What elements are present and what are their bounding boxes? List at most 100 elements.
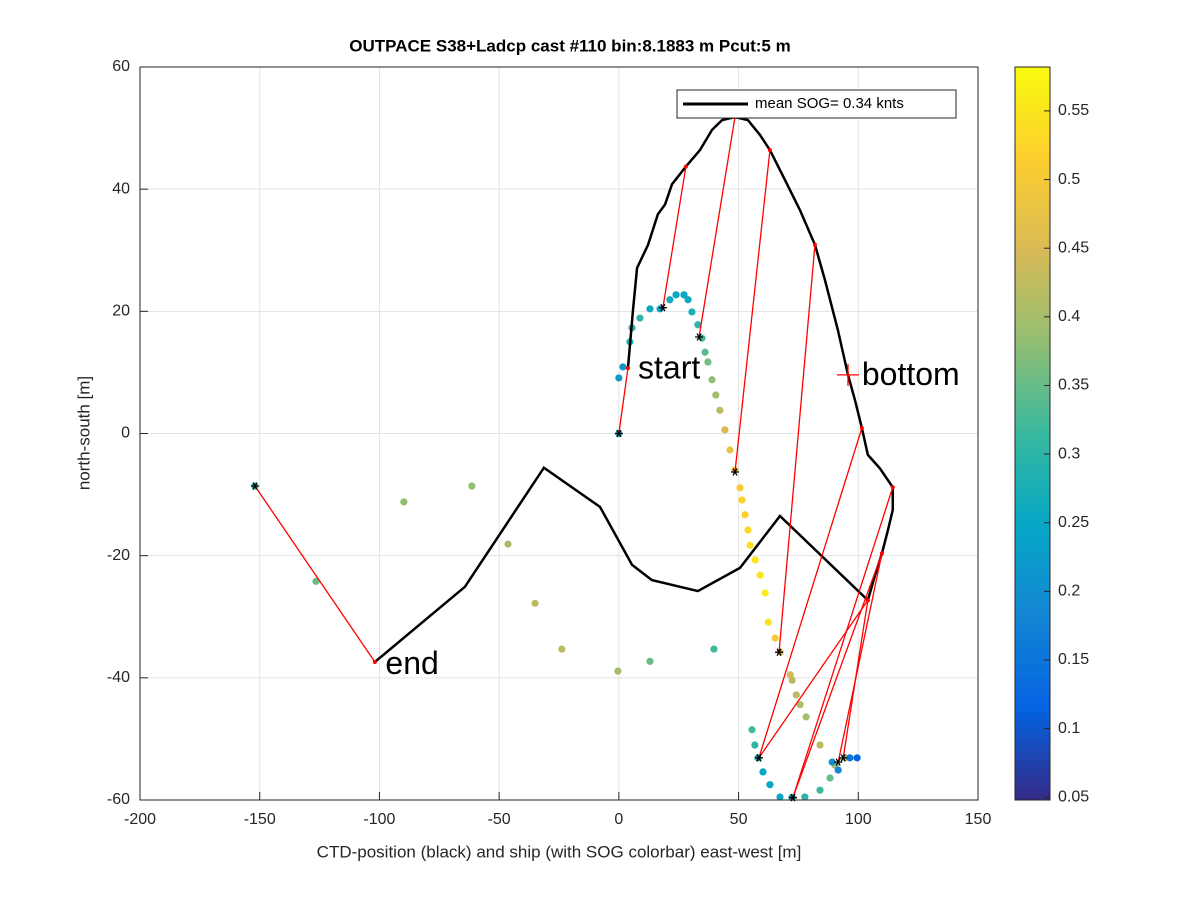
ship-point [816, 741, 824, 749]
ship-point [766, 781, 774, 789]
y-tick-label: 40 [112, 180, 130, 197]
ship-point [619, 363, 627, 371]
ship-point [738, 496, 746, 504]
ship-point [736, 484, 744, 492]
ship-point [531, 599, 539, 607]
ship-point [802, 713, 810, 721]
ship-point [828, 758, 836, 766]
ship-point [776, 793, 784, 801]
x-tick-label: 0 [614, 811, 623, 828]
ship-point [746, 541, 754, 549]
ship-point [771, 634, 779, 642]
ship-point [853, 754, 861, 762]
link-line [618, 368, 629, 434]
y-tick-label: 20 [112, 303, 130, 320]
x-tick-label: 150 [965, 811, 992, 828]
ship-point [801, 793, 809, 801]
colorbar [1014, 66, 1051, 801]
colorbar-tick-label: 0.45 [1058, 239, 1089, 256]
ship-point [764, 618, 772, 626]
colorbar-tick-label: 0.4 [1058, 308, 1080, 325]
ctd-point [767, 148, 772, 153]
ship-point [744, 526, 752, 534]
ship-point [748, 726, 756, 734]
colorbar-tick-label: 0.3 [1058, 445, 1080, 462]
colorbar-tick-label: 0.5 [1058, 171, 1080, 188]
ship-star [834, 758, 843, 766]
y-tick-label: -40 [107, 669, 130, 686]
ship-point [680, 291, 688, 299]
axes-box [139, 66, 979, 801]
ship-star [250, 482, 259, 490]
ship-point [834, 766, 842, 774]
ship-point [646, 305, 654, 313]
link-line [758, 599, 869, 759]
ship-star [839, 754, 848, 762]
ctd-point [865, 598, 870, 603]
ship-point [646, 657, 654, 665]
ship-star [695, 333, 704, 341]
ship-point [312, 577, 320, 585]
ship-point [816, 786, 824, 794]
link-line [792, 553, 883, 798]
ship-point [710, 645, 718, 653]
ship-point [751, 556, 759, 564]
ship-point [468, 482, 476, 490]
ship-point [751, 741, 759, 749]
x-tick-label: -150 [244, 811, 276, 828]
ship-point [558, 645, 566, 653]
ship-point [846, 754, 854, 762]
ship-point [684, 296, 692, 304]
ctd-point [859, 426, 864, 431]
annotation: bottom [862, 356, 960, 392]
y-tick-label: -60 [107, 791, 130, 808]
ship-point [688, 308, 696, 316]
link-line [662, 166, 687, 308]
x-tick-label: 50 [730, 811, 748, 828]
ship-star [775, 648, 784, 656]
x-tick-label: -100 [363, 811, 395, 828]
ship-point [741, 511, 749, 519]
ship-point [759, 768, 767, 776]
ship-point [726, 446, 734, 454]
legend-box [676, 89, 957, 119]
colorbar-tick-label: 0.25 [1058, 514, 1089, 531]
ship-point [694, 321, 702, 329]
ship-point [761, 589, 769, 597]
ship-point [826, 774, 834, 782]
ship-point [721, 426, 729, 434]
ship-point [636, 314, 644, 322]
link-line [758, 427, 863, 759]
colorbar-tick-label: 0.2 [1058, 583, 1080, 600]
ctd-track [374, 115, 895, 663]
x-tick-label: -200 [124, 811, 156, 828]
x-axis-label: CTD-position (black) and ship (with SOG … [317, 842, 802, 861]
ship-star [754, 754, 763, 762]
ship-point [666, 296, 674, 304]
ship-point [704, 358, 712, 366]
bottom-marker [836, 363, 859, 386]
colorbar-tick-label: 0.05 [1058, 788, 1089, 805]
x-tick-label: -50 [488, 811, 511, 828]
ship-point [701, 348, 709, 356]
colorbar-tick-label: 0.35 [1058, 377, 1089, 394]
link-line [792, 487, 894, 798]
chart-title: OUTPACE S38+Ladcp cast #110 bin:8.1883 m… [349, 36, 790, 55]
y-tick-label: -20 [107, 547, 130, 564]
link-line [778, 244, 816, 653]
colorbar-tick-label: 0.55 [1058, 102, 1089, 119]
link-line [254, 485, 376, 663]
ctd-point [683, 164, 688, 169]
x-tick-label: 100 [845, 811, 872, 828]
ship-point [716, 406, 724, 414]
ship-point [796, 701, 804, 709]
ship-point [615, 374, 623, 382]
ctd-point [890, 485, 895, 490]
ship-point [504, 540, 512, 548]
ship-point [672, 291, 680, 299]
ship-point [756, 571, 764, 579]
legend-label: mean SOG= 0.34 knts [755, 95, 904, 112]
colorbar-tick-label: 0.15 [1058, 651, 1089, 668]
ship-point [400, 498, 408, 506]
